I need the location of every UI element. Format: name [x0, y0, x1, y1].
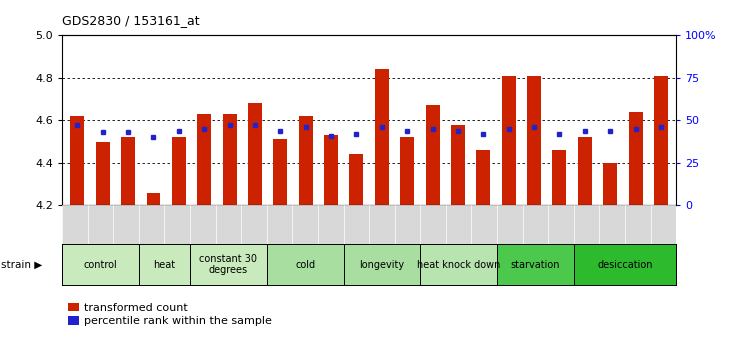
Bar — [369, 205, 395, 244]
Text: GDS2830 / 153161_at: GDS2830 / 153161_at — [62, 14, 200, 27]
Bar — [548, 205, 574, 244]
Text: cold: cold — [295, 259, 315, 270]
Bar — [599, 205, 625, 244]
Legend: transformed count, percentile rank within the sample: transformed count, percentile rank withi… — [68, 303, 272, 326]
Bar — [451, 125, 465, 205]
Bar — [62, 205, 88, 244]
Bar — [344, 244, 420, 285]
Bar — [197, 114, 211, 205]
Bar — [629, 112, 643, 205]
Bar — [172, 137, 186, 205]
Bar — [577, 137, 592, 205]
Bar — [553, 150, 567, 205]
Bar — [420, 205, 446, 244]
Bar — [88, 205, 113, 244]
Bar — [471, 205, 497, 244]
Bar — [318, 205, 344, 244]
Bar — [223, 114, 237, 205]
Bar — [425, 105, 439, 205]
Text: longevity: longevity — [360, 259, 404, 270]
Bar — [651, 205, 676, 244]
Bar — [164, 205, 190, 244]
Bar — [420, 244, 497, 285]
Bar — [349, 154, 363, 205]
Text: heat knock down: heat knock down — [417, 259, 501, 270]
Bar — [625, 205, 651, 244]
Text: constant 30
degrees: constant 30 degrees — [200, 254, 257, 275]
Bar — [603, 163, 617, 205]
Bar — [70, 116, 84, 205]
Bar — [248, 103, 262, 205]
Bar — [497, 244, 574, 285]
Bar — [654, 76, 668, 205]
Bar — [477, 150, 491, 205]
Bar — [501, 76, 515, 205]
Bar — [523, 205, 548, 244]
Bar — [395, 205, 420, 244]
Bar — [96, 142, 110, 205]
Bar — [121, 137, 135, 205]
Bar — [292, 205, 318, 244]
Bar — [574, 244, 676, 285]
Bar — [267, 205, 292, 244]
Bar — [497, 205, 523, 244]
Bar — [574, 205, 599, 244]
Bar — [139, 244, 190, 285]
Bar — [139, 205, 164, 244]
Text: heat: heat — [154, 259, 175, 270]
Bar — [324, 135, 338, 205]
Bar — [241, 205, 267, 244]
Bar — [146, 193, 161, 205]
Text: starvation: starvation — [511, 259, 560, 270]
Bar — [190, 244, 267, 285]
Bar — [344, 205, 369, 244]
Bar — [527, 76, 541, 205]
Text: strain ▶: strain ▶ — [1, 259, 42, 270]
Bar — [216, 205, 241, 244]
Bar — [446, 205, 471, 244]
Bar — [190, 205, 216, 244]
Bar — [375, 69, 389, 205]
Text: control: control — [83, 259, 118, 270]
Bar — [299, 116, 313, 205]
Bar — [273, 139, 287, 205]
Bar — [401, 137, 414, 205]
Bar — [267, 244, 344, 285]
Text: desiccation: desiccation — [597, 259, 653, 270]
Bar — [62, 244, 139, 285]
Bar — [113, 205, 139, 244]
